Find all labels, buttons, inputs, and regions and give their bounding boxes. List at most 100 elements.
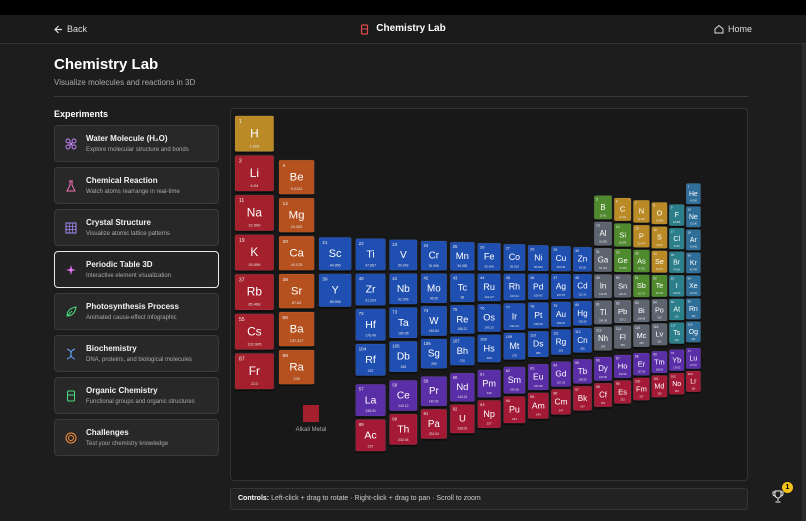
element-tile[interactable]: 97 Bk 247 — [573, 385, 592, 413]
element-tile[interactable]: 87 Fr 223 — [234, 353, 274, 392]
element-tile[interactable]: 108 Hs 269 — [477, 334, 501, 365]
back-icon[interactable] — [54, 25, 63, 34]
element-tile[interactable]: 15P 30.974 — [633, 224, 650, 250]
element-tile[interactable]: 16S 32.06 — [651, 226, 668, 251]
viewer-panel[interactable]: 3 Li 6.94 11 Na 22.990 19 K 39.098 37 Rb 85.468 55 Cs… — [230, 108, 748, 481]
element-tile[interactable]: 19 K 39.098 — [234, 234, 274, 273]
element-tile[interactable]: 109 Mt 278 — [503, 332, 526, 362]
element-tile[interactable]: 26 Fe 55.845 — [477, 242, 501, 273]
experiment-card[interactable]: Water Molecule (H₂O) Explore molecular s… — [54, 125, 219, 162]
element-tile[interactable]: 53I 126.90 — [669, 275, 685, 299]
element-tile[interactable]: 105 Db 268 — [389, 341, 418, 374]
element-tile[interactable]: 45 Rh 102.91 — [503, 273, 526, 303]
element-tile[interactable]: 30 Zn 65.38 — [573, 246, 592, 274]
element-tile[interactable]: 80 Hg 200.59 — [573, 300, 592, 328]
element-tile[interactable]: 85 At 210 — [669, 298, 685, 323]
element-tile[interactable]: 61 Pm 145 — [477, 369, 501, 400]
element-tile[interactable]: 118 Og 294 — [685, 321, 701, 345]
element-tile[interactable]: 4 Be 9.0122 — [278, 159, 315, 197]
element-tile[interactable]: 48 Cd 112.41 — [573, 273, 592, 301]
experiment-card[interactable]: Crystal Structure Visualize atomic latti… — [54, 209, 219, 246]
element-tile[interactable]: 76 Os 190.23 — [477, 303, 501, 334]
back-link[interactable]: Back — [67, 24, 88, 34]
element-tile[interactable]: 62 Sm 150.36 — [503, 366, 526, 396]
experiment-card[interactable]: Challenges Test your chemistry knowledge — [54, 419, 219, 456]
element-tile[interactable]: 42 Mo 95.95 — [420, 273, 448, 306]
element-tile[interactable]: 103 Lr 266 — [685, 370, 701, 394]
element-tile[interactable]: 65 Tb 158.93 — [573, 358, 592, 386]
periodic-table-3d[interactable]: 3Li6.9411Na22.99019K39.09837Rb85.46855Cs… — [231, 109, 748, 481]
element-tile[interactable]: 2 He 4.0026 — [685, 183, 701, 207]
element-tile[interactable]: 17 Cl 35.45 — [669, 227, 685, 252]
element-tile[interactable]: 54 Xe 131.29 — [685, 275, 701, 299]
element-tile[interactable]: 104 Rf 267 — [355, 343, 386, 378]
element-tile[interactable]: 93 Np 237 — [477, 400, 501, 430]
element-tile[interactable]: 36 Kr 83.798 — [685, 252, 701, 276]
element-tile[interactable]: 86 Rn 222 — [685, 298, 701, 322]
home-link[interactable]: Home — [728, 24, 753, 34]
element-tile[interactable]: 107 Bh 270 — [450, 336, 475, 368]
element-tile[interactable]: 44 Ru 101.07 — [477, 273, 501, 304]
element-tile[interactable]: 39Y 88.906 — [318, 273, 352, 309]
element-tile[interactable]: 110 Ds 281 — [527, 330, 549, 359]
element-tile[interactable]: 106 Sg 269 — [420, 338, 448, 371]
element-tile[interactable]: 23V 50.942 — [389, 239, 418, 273]
element-tile[interactable]: 9F 18.998 — [669, 204, 685, 228]
element-tile[interactable]: 25 Mn 54.938 — [450, 241, 475, 273]
element-tile[interactable]: 89 Ac 227 — [355, 419, 386, 454]
element-tile[interactable]: 10 Ne 20.180 — [685, 206, 701, 230]
element-tile[interactable]: 63 Eu 151.96 — [527, 363, 549, 392]
element-tile[interactable]: 102 No 259 — [669, 372, 685, 397]
element-tile[interactable]: 75 Re 186.21 — [450, 304, 475, 336]
element-tile[interactable]: 7N 14.007 — [633, 199, 650, 225]
experiment-card[interactable]: Organic Chemistry Functional groups and … — [54, 377, 219, 414]
element-tile[interactable]: 1 H 1.008 — [234, 115, 274, 154]
element-tile[interactable]: 91 Pa 231.04 — [420, 408, 448, 441]
element-tile[interactable]: 74W 183.84 — [420, 306, 448, 338]
